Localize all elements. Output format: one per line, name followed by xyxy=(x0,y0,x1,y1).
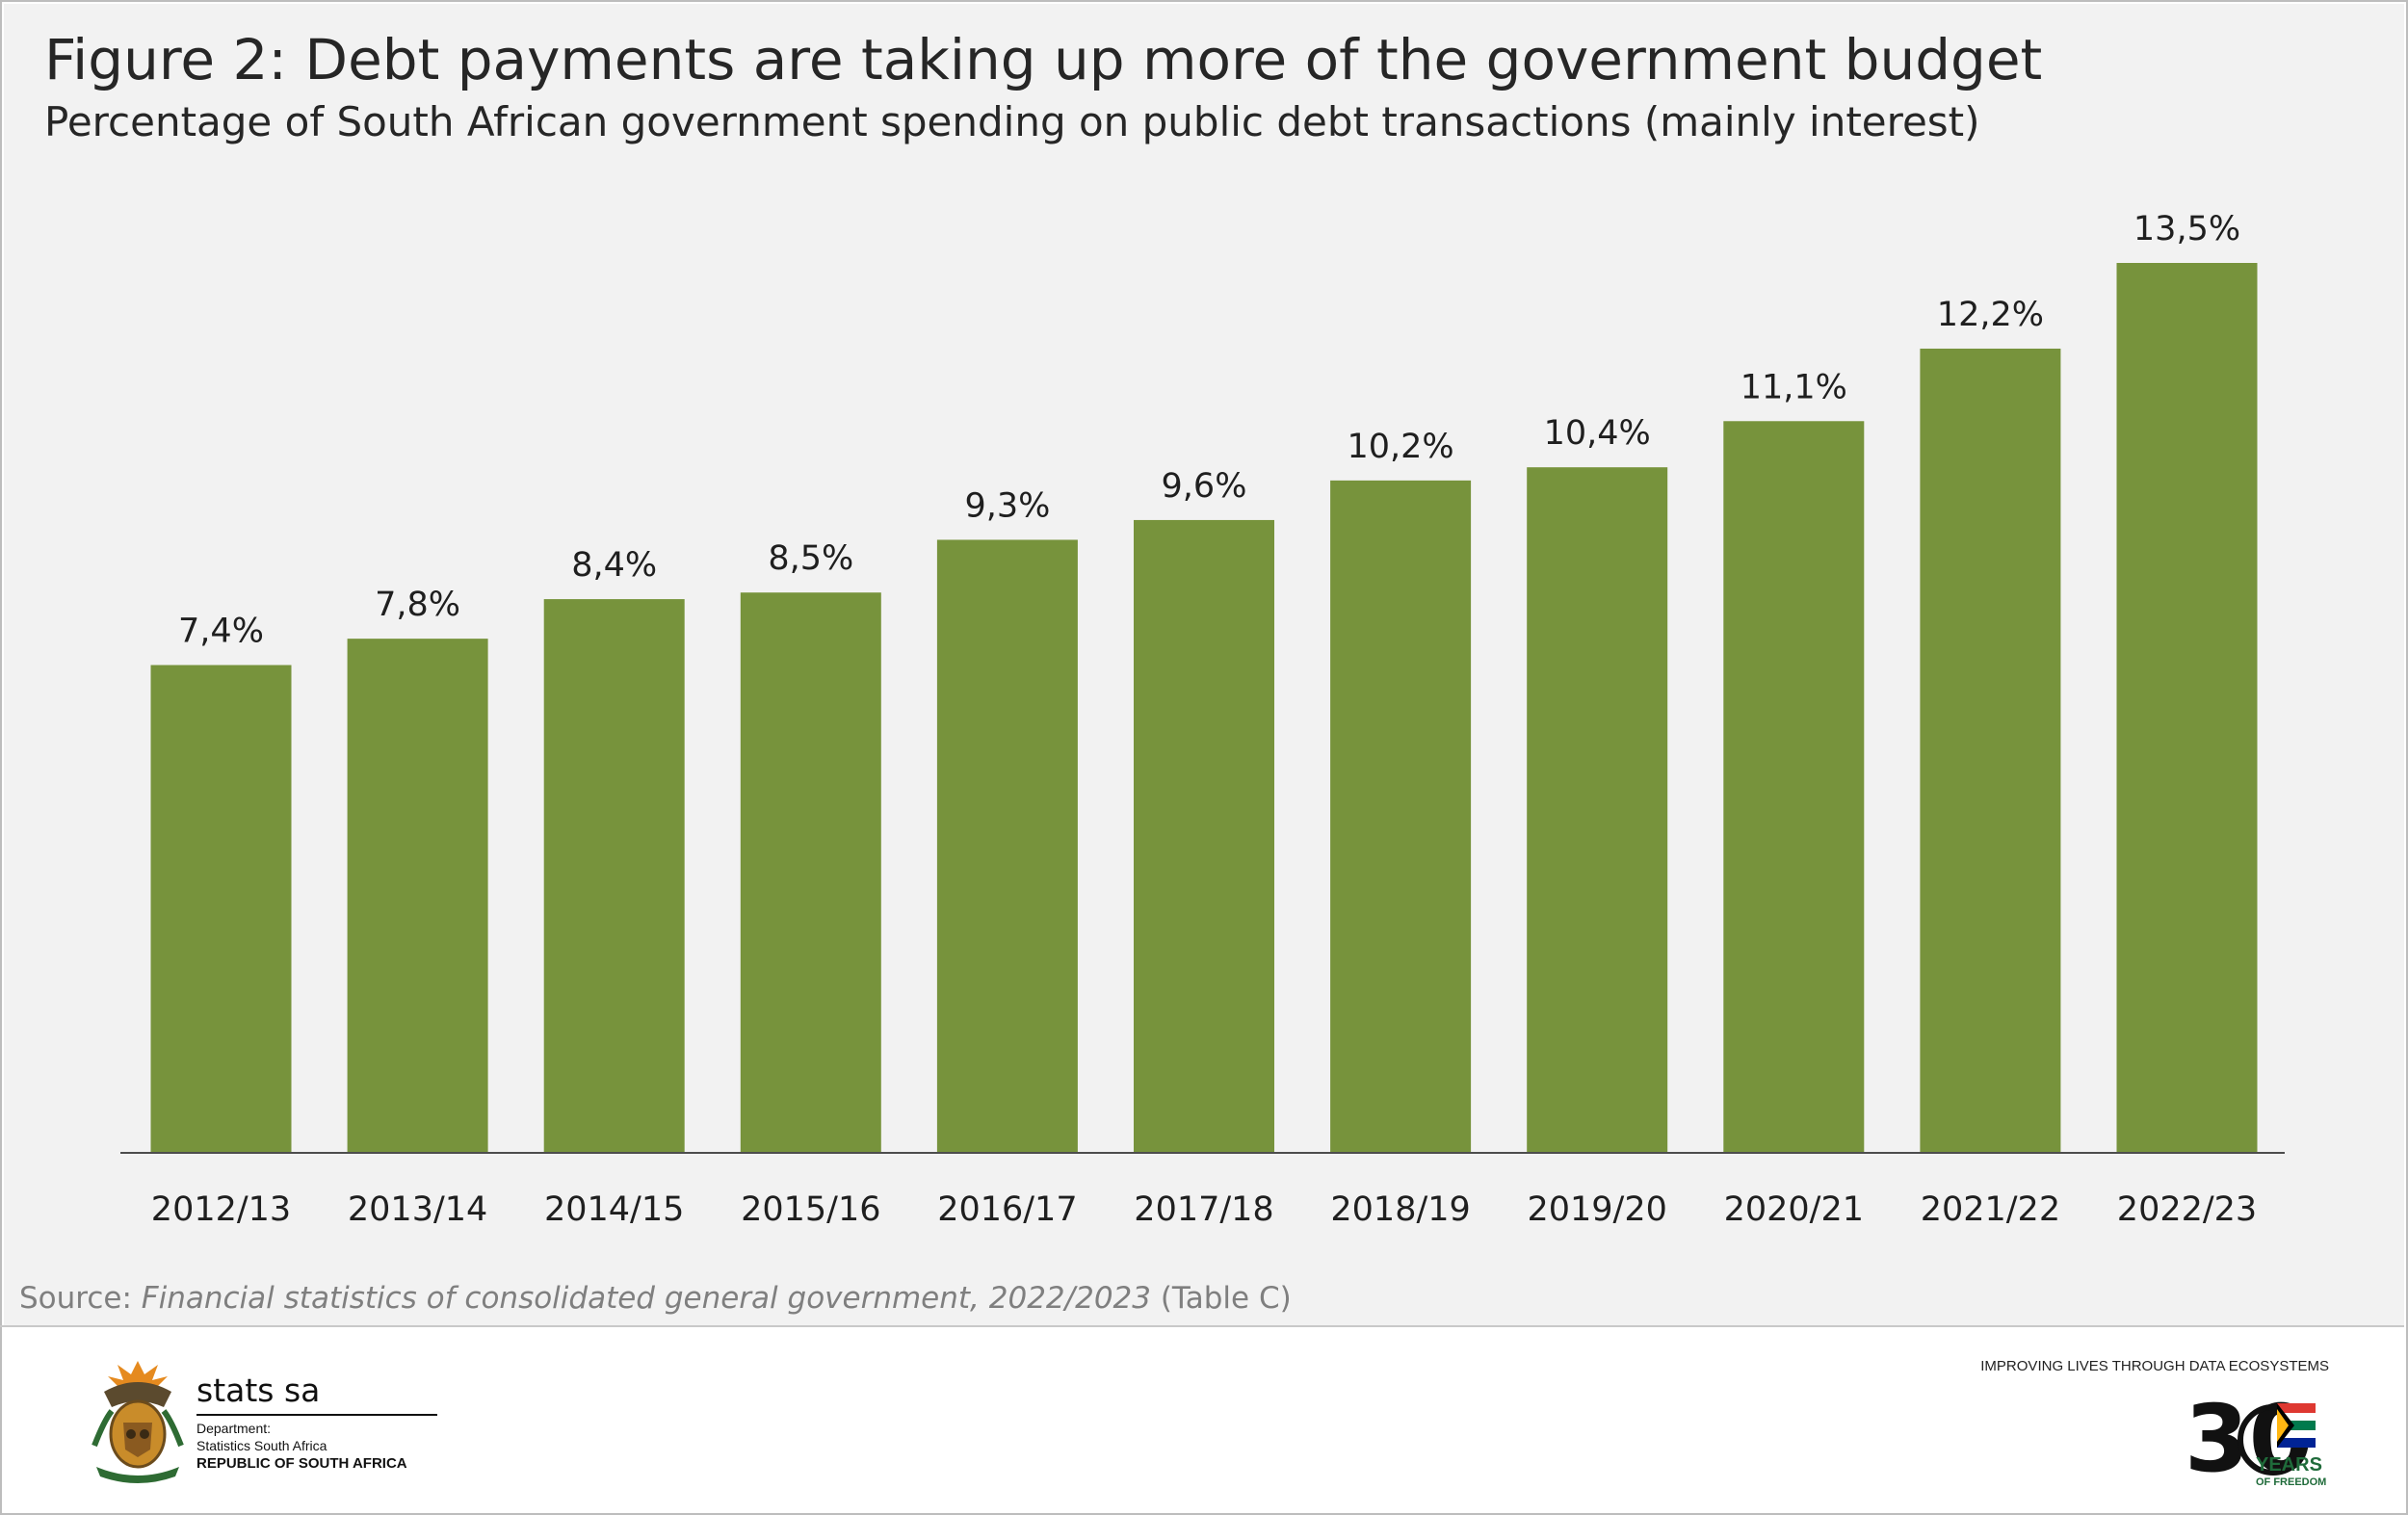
value-label: 9,6% xyxy=(1162,467,1247,506)
anniversary-years: YEARS xyxy=(2256,1454,2322,1476)
bars-group xyxy=(150,263,2258,1154)
bar-2018/19 xyxy=(1330,480,1472,1153)
category-label: 2015/16 xyxy=(741,1190,880,1229)
category-label: 2021/22 xyxy=(1921,1190,2060,1229)
bar-2021/22 xyxy=(1920,348,2061,1153)
org-department-label: Department: xyxy=(196,1421,272,1436)
source-note: Source: Financial statistics of consolid… xyxy=(19,1281,1292,1316)
tagline: IMPROVING LIVES THROUGH DATA ECOSYSTEMS xyxy=(1980,1358,2329,1374)
value-label: 9,3% xyxy=(964,486,1050,525)
chart-subtitle: Percentage of South African government s… xyxy=(44,98,1980,145)
footer-divider xyxy=(0,1325,2404,1327)
value-label: 11,1% xyxy=(1741,368,1847,406)
source-prefix: Source: xyxy=(19,1281,142,1316)
value-label: 7,4% xyxy=(178,613,264,651)
category-label: 2014/15 xyxy=(544,1190,684,1229)
value-label: 8,5% xyxy=(768,539,853,578)
category-label: 2013/14 xyxy=(348,1190,487,1229)
value-label: 13,5% xyxy=(2133,210,2240,248)
bar-2020/21 xyxy=(1723,421,1865,1153)
category-label: 2022/23 xyxy=(2117,1190,2257,1229)
category-label: 2012/13 xyxy=(151,1190,291,1229)
category-label: 2018/19 xyxy=(1330,1190,1470,1229)
bar-2017/18 xyxy=(1134,519,1274,1153)
bar-2022/23 xyxy=(2116,263,2258,1153)
value-label: 7,8% xyxy=(375,586,460,624)
category-label: 2016/17 xyxy=(937,1190,1077,1229)
value-label: 10,4% xyxy=(1544,414,1651,453)
category-labels-group: 2012/13 2013/14 2014/15 2015/16 2016/17 2017/… xyxy=(151,1190,2257,1229)
bar-2019/20 xyxy=(1527,467,1668,1154)
org-department-name: Statistics South Africa xyxy=(196,1438,327,1453)
value-labels-group: 7,4% 7,8% 8,4% 8,5% 9,3% 9,6% 10,2% 10,4% 11,1% 1… xyxy=(178,210,2240,651)
bar-chart: 7,4% 7,8% 8,4% 8,5% 9,3% 9,6% 10,2% 10,4% 11,1% 1… xyxy=(120,210,2285,1229)
bar-2014/15 xyxy=(543,599,685,1153)
org-name-rule xyxy=(196,1414,437,1416)
value-label: 8,4% xyxy=(571,546,657,585)
bar-2015/16 xyxy=(740,592,881,1153)
value-label: 10,2% xyxy=(1348,428,1454,466)
bar-2013/14 xyxy=(347,639,488,1153)
thirty-years-logo-icon: 30 xyxy=(2185,1385,2316,1493)
category-label: 2020/21 xyxy=(1724,1190,1864,1229)
category-label: 2019/20 xyxy=(1527,1190,1666,1229)
category-label: 2017/18 xyxy=(1134,1190,1273,1229)
chart-title: Figure 2: Debt payments are taking up mo… xyxy=(44,27,2043,92)
coat-of-arms-icon xyxy=(92,1361,184,1483)
source-suffix: (Table C) xyxy=(1150,1281,1292,1316)
value-label: 12,2% xyxy=(1937,296,2044,334)
anniversary-subtitle: OF FREEDOM xyxy=(2256,1476,2327,1488)
bar-2016/17 xyxy=(936,539,1078,1153)
bar-2012/13 xyxy=(150,665,292,1153)
source-title: Financial statistics of consolidated gen… xyxy=(141,1281,1151,1316)
org-name: stats sa xyxy=(196,1371,321,1409)
org-country: REPUBLIC OF SOUTH AFRICA xyxy=(196,1455,407,1472)
